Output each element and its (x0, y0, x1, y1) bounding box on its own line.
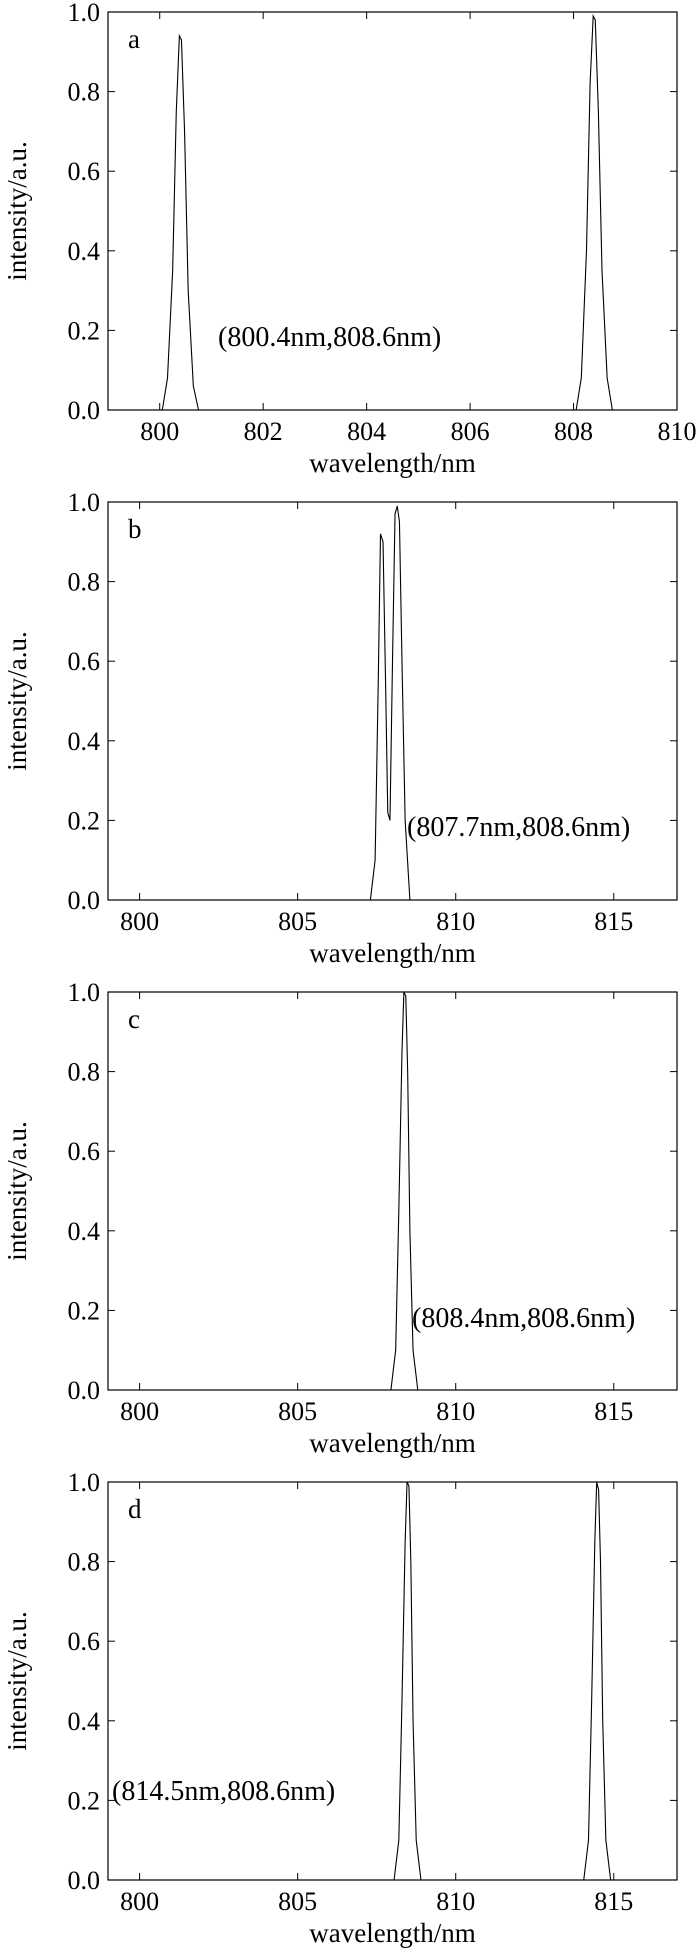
peak-annotation: (808.4nm,808.6nm) (412, 1303, 635, 1334)
panel-letter: d (128, 1494, 142, 1524)
plot-frame (107, 501, 678, 901)
y-tick-label: 0.4 (68, 727, 101, 756)
x-tick-label: 810 (436, 1397, 475, 1426)
x-axis-label: wavelength/nm (309, 448, 475, 478)
x-axis-label: wavelength/nm (309, 1428, 475, 1458)
y-tick-label: 0.8 (68, 78, 101, 107)
plot-frame (107, 991, 678, 1391)
panel-letter: a (128, 24, 140, 54)
y-tick-label: 1.0 (68, 488, 101, 517)
panel-letter: b (128, 514, 142, 544)
y-tick-label: 0.0 (68, 1376, 101, 1405)
y-tick-label: 0.2 (68, 1296, 101, 1325)
x-tick-label: 815 (594, 1397, 633, 1426)
y-axis-label: intensity/a.u. (2, 1121, 32, 1260)
x-tick-label: 815 (594, 1887, 633, 1916)
panel-c: 800 805 810 815 0.0 0.2 0.4 0.6 0.8 1.0 wavelength… (2, 978, 678, 1458)
y-tick-label: 1.0 (68, 1468, 101, 1497)
y-tick-label: 0.2 (68, 1786, 101, 1815)
y-tick-label: 0.4 (68, 1217, 101, 1246)
series-line (108, 1481, 677, 1881)
y-tick-label: 1.0 (68, 0, 101, 27)
x-tick-label: 800 (140, 417, 179, 446)
x-tick-label: 810 (436, 907, 475, 936)
series-line (108, 505, 677, 901)
y-tick-label: 0.6 (68, 1137, 101, 1166)
y-tick-label: 0.8 (68, 1548, 101, 1577)
peak-annotation: (807.7nm,808.6nm) (407, 812, 630, 843)
x-tick-label: 800 (120, 907, 159, 936)
x-axis-label: wavelength/nm (309, 1918, 475, 1948)
series-line (108, 13, 677, 411)
y-tick-label: 0.4 (68, 237, 101, 266)
peak-annotation: (814.5nm,808.6nm) (112, 1776, 335, 1807)
x-tick-label: 810 (436, 1887, 475, 1916)
x-tick-label: 804 (347, 417, 386, 446)
x-tick-label: 805 (278, 1887, 317, 1916)
y-tick-label: 0.4 (68, 1707, 101, 1736)
y-tick-label: 1.0 (68, 978, 101, 1007)
x-tick-label: 810 (658, 417, 697, 446)
y-tick-label: 0.0 (68, 1866, 101, 1895)
y-axis-label: intensity/a.u. (2, 631, 32, 770)
y-tick-label: 0.6 (68, 647, 101, 676)
y-tick-label: 0.0 (68, 396, 101, 425)
x-axis-label: wavelength/nm (309, 938, 475, 968)
y-axis-label: intensity/a.u. (2, 141, 32, 280)
panel-d: 800 805 810 815 0.0 0.2 0.4 0.6 0.8 1.0 wavelength… (2, 1468, 678, 1948)
x-tick-label: 800 (120, 1887, 159, 1916)
panel-a: 800 802 804 806 808 810 0.0 0.2 0.4 0.6 0.8 1.0 wave… (2, 0, 697, 478)
series-line (108, 991, 677, 1391)
x-tick-label: 802 (244, 417, 283, 446)
x-tick-label: 808 (554, 417, 593, 446)
y-tick-label: 0.6 (68, 157, 101, 186)
y-tick-label: 0.2 (68, 316, 101, 345)
x-tick-label: 806 (451, 417, 490, 446)
x-tick-label: 815 (594, 907, 633, 936)
y-tick-label: 0.0 (68, 886, 101, 915)
y-tick-label: 0.8 (68, 1058, 101, 1087)
panel-letter: c (128, 1004, 140, 1034)
x-tick-label: 800 (120, 1397, 159, 1426)
y-axis-label: intensity/a.u. (2, 1611, 32, 1750)
y-tick-label: 0.6 (68, 1627, 101, 1656)
x-tick-label: 805 (278, 907, 317, 936)
y-tick-label: 0.8 (68, 568, 101, 597)
x-tick-label: 805 (278, 1397, 317, 1426)
y-tick-label: 0.2 (68, 806, 101, 835)
panel-b: 800 805 810 815 0.0 0.2 0.4 0.6 0.8 1.0 wavelength… (2, 488, 678, 968)
peak-annotation: (800.4nm,808.6nm) (218, 322, 441, 353)
